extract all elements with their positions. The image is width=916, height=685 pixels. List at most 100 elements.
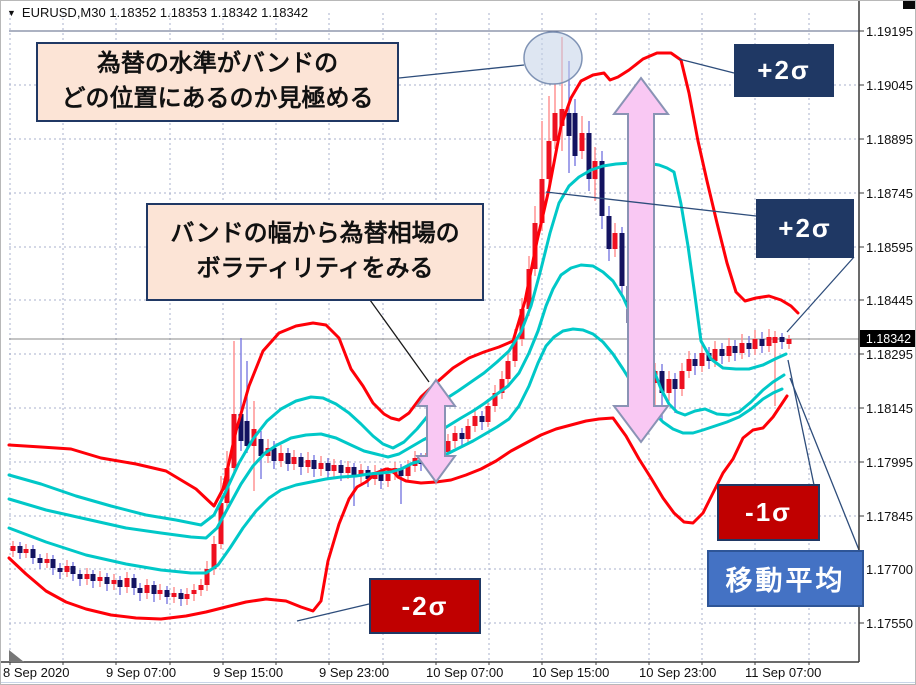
candle-bullish	[44, 559, 50, 563]
candle-bearish	[178, 593, 184, 599]
time-axis-label: 10 Sep 23:00	[639, 665, 717, 680]
candle-bearish	[117, 580, 123, 587]
candle-bearish	[572, 113, 578, 156]
price-axis-label: 1.18145	[866, 401, 913, 416]
candle-bullish	[405, 466, 411, 476]
candle-bullish	[499, 379, 505, 393]
callout-line	[787, 359, 815, 486]
candle-bearish	[672, 379, 678, 389]
callout-line	[296, 603, 370, 622]
candle-bullish	[686, 359, 692, 371]
candle-bullish	[331, 465, 337, 471]
band-plus2-sigma	[7, 51, 800, 508]
annotation-box-volatility: バンドの幅から為替相場の ボラティリティをみる	[146, 203, 484, 301]
candle-bullish	[752, 339, 758, 349]
candle-bullish	[278, 453, 284, 461]
candle-bearish	[378, 472, 384, 481]
window-corner-mark	[903, 1, 915, 9]
candle-bearish	[759, 339, 765, 346]
candle-bullish	[699, 353, 705, 366]
candle-bullish	[345, 467, 351, 473]
band-minus1-sigma	[7, 327, 784, 575]
candle-bearish	[398, 468, 404, 476]
candle-bullish	[666, 379, 672, 393]
candle-bullish	[739, 343, 745, 353]
callout-line	[678, 58, 735, 74]
label-plus2-sigma-mid: +2σ	[756, 199, 854, 258]
candle-bullish	[291, 457, 297, 464]
candle-bearish	[30, 549, 36, 558]
candle-bearish	[77, 574, 83, 579]
candle-bullish	[786, 339, 792, 344]
candle-bearish	[244, 421, 250, 446]
candle-bullish	[546, 141, 552, 179]
candle-bearish	[285, 453, 291, 464]
candle-bullish	[612, 233, 618, 249]
candle-bullish	[10, 546, 16, 551]
candle-bearish	[459, 433, 465, 439]
candle-bullish	[559, 109, 565, 126]
candle-bullish	[526, 269, 532, 309]
price-axis-label: 1.17845	[866, 509, 913, 524]
candle-bearish	[37, 558, 43, 563]
time-axis-label: 11 Sep 07:00	[745, 665, 822, 680]
band-minus2-sigma	[7, 394, 789, 621]
band-width-arrow	[612, 76, 670, 444]
sigma-label: -2σ	[401, 590, 449, 621]
price-axis-label: 1.17700	[866, 562, 913, 577]
callout-line	[786, 256, 855, 333]
candle-bullish	[712, 349, 718, 361]
price-axis-label: 1.17550	[866, 616, 913, 631]
scroll-end-marker[interactable]	[9, 650, 24, 662]
price-peak-highlight-ellipse	[523, 31, 583, 85]
bottom-separator	[1, 682, 915, 683]
candle-bearish	[90, 574, 96, 581]
annotation-text: ボラティリティをみる	[196, 255, 434, 282]
candle-bullish	[726, 346, 732, 356]
annotation-text: どの位置にあるのか見極める	[61, 85, 374, 112]
time-axis-label: 10 Sep 15:00	[532, 665, 610, 680]
candle-bullish	[305, 460, 311, 467]
candle-bearish	[746, 343, 752, 349]
time-axis-label: 9 Sep 23:00	[319, 665, 390, 680]
candle-bullish	[211, 544, 217, 569]
candle-bullish	[539, 179, 545, 223]
candle-bearish	[719, 349, 725, 356]
chart-title: EURUSD,M30 1.18352 1.18353 1.18342 1.183…	[21, 5, 309, 20]
annotation-text: 為替の水準がバンドの	[96, 50, 339, 78]
price-axis-label: 1.18445	[866, 293, 913, 308]
candle-bearish	[164, 590, 170, 597]
candle-bearish	[566, 113, 572, 136]
candle-bullish	[519, 309, 525, 339]
candle-bullish	[23, 549, 29, 553]
candle-bearish	[50, 559, 56, 568]
time-axis-label: 9 Sep 15:00	[213, 665, 284, 680]
candle-bullish	[445, 441, 451, 452]
candle-bullish	[171, 593, 177, 597]
candle-bullish	[198, 585, 204, 590]
candle-bullish	[84, 574, 90, 579]
candle-bullish	[579, 133, 585, 151]
candle-bullish	[184, 594, 190, 599]
sigma-label: +2σ	[757, 55, 811, 85]
candle-bearish	[732, 346, 738, 353]
candle-bearish	[325, 463, 331, 471]
label-moving-average: 移動平均	[707, 550, 864, 607]
time-axis-label: 8 Sep 2020	[3, 665, 70, 680]
candle-bullish	[144, 585, 150, 593]
callout-line	[789, 377, 860, 551]
candle-bullish	[385, 474, 391, 481]
candle-bearish	[131, 578, 137, 588]
price-axis-label: 1.19195	[866, 24, 913, 39]
candle-bullish	[191, 590, 197, 594]
chart-dropdown-icon[interactable]: ▼	[7, 7, 16, 18]
candle-bullish	[552, 113, 558, 141]
sigma-label: 移動平均	[725, 566, 846, 596]
label-plus2-sigma-top: +2σ	[734, 44, 834, 97]
price-axis-label: 1.19045	[866, 78, 913, 93]
candle-bearish	[70, 566, 76, 574]
candle-bearish	[351, 467, 357, 476]
candle-bullish	[124, 578, 130, 587]
candle-bearish	[692, 359, 698, 366]
